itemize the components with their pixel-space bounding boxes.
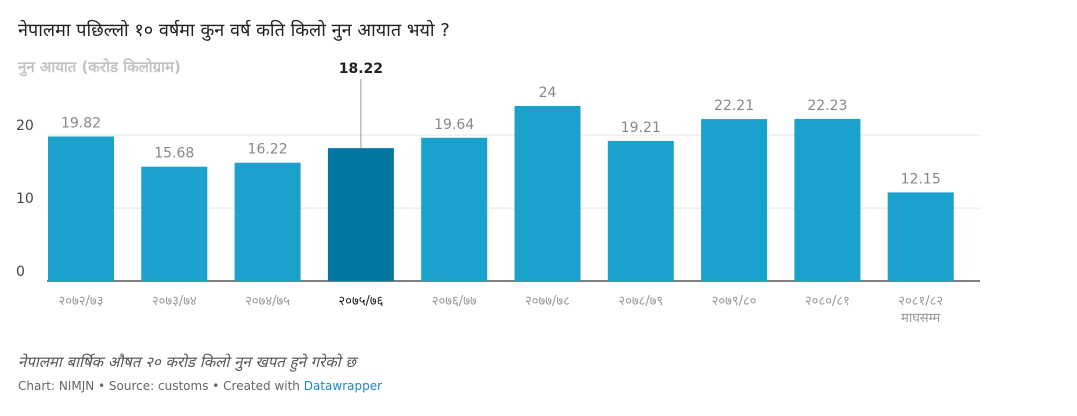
bars [48, 106, 954, 281]
bar-chart: 0 10 20 19.82 15.68 16.22 18.22 19.64 24 19.21 22… [16, 61, 980, 326]
value-label: 22.23 [807, 98, 847, 114]
bar[interactable] [794, 118, 861, 281]
value-label: 16.22 [248, 142, 288, 158]
category-labels: २०७२/७३ २०७३/७४ २०७४/७५ २०७५/७६ २०७६/७७ २०७७/… [59, 294, 944, 326]
category-label: २०७८/७९ [618, 294, 663, 309]
bar[interactable] [327, 148, 394, 281]
value-label: 19.21 [621, 120, 661, 136]
chart-note: नेपालमा बार्षिक औषत २० करोड किलो नुन खपत… [18, 353, 356, 371]
bar[interactable] [421, 137, 488, 281]
bar[interactable] [48, 136, 114, 281]
value-label: 19.82 [61, 115, 101, 131]
value-label: 15.68 [154, 146, 194, 162]
category-label: माघसम्म [901, 311, 940, 326]
value-label: 12.15 [901, 171, 941, 187]
value-label: 24 [539, 85, 557, 101]
bar[interactable] [607, 140, 674, 281]
bar[interactable] [701, 119, 768, 281]
y-tick-label: 20 [16, 118, 34, 134]
value-labels: 19.82 15.68 16.22 18.22 19.64 24 19.21 22.21 22.… [61, 61, 941, 187]
bar[interactable] [141, 166, 208, 281]
credit-text: Chart: NIMJN • Source: customs • Created… [18, 379, 304, 393]
category-label: २०७६/७७ [432, 294, 477, 309]
chart-credit: Chart: NIMJN • Source: customs • Created… [18, 379, 382, 393]
category-label: २०७७/७८ [525, 294, 570, 309]
category-label: २०७२/७३ [59, 294, 104, 309]
category-label: २०७५/७६ [338, 294, 383, 309]
y-tick-label: 10 [16, 191, 34, 207]
bar[interactable] [514, 106, 581, 281]
y-tick-label: 0 [16, 264, 25, 280]
category-label: २०८१/८२ [898, 294, 943, 309]
datawrapper-link[interactable]: Datawrapper [303, 379, 383, 393]
bar[interactable] [234, 162, 301, 281]
chart-title: नेपालमा पछिल्लो १० वर्षमा कुन वर्ष कति क… [18, 20, 450, 41]
y-axis-label: नुन आयात (करोड किलोग्राम) [18, 58, 181, 76]
category-label: २०७३/७४ [152, 294, 197, 309]
value-label: 18.22 [339, 61, 383, 77]
category-label: २०७९/८० [712, 294, 757, 309]
value-label: 19.64 [434, 117, 474, 133]
value-label: 22.21 [714, 98, 754, 114]
category-label: २०७४/७५ [245, 294, 290, 309]
category-label: २०८०/८१ [805, 294, 850, 309]
bar[interactable] [887, 192, 954, 281]
